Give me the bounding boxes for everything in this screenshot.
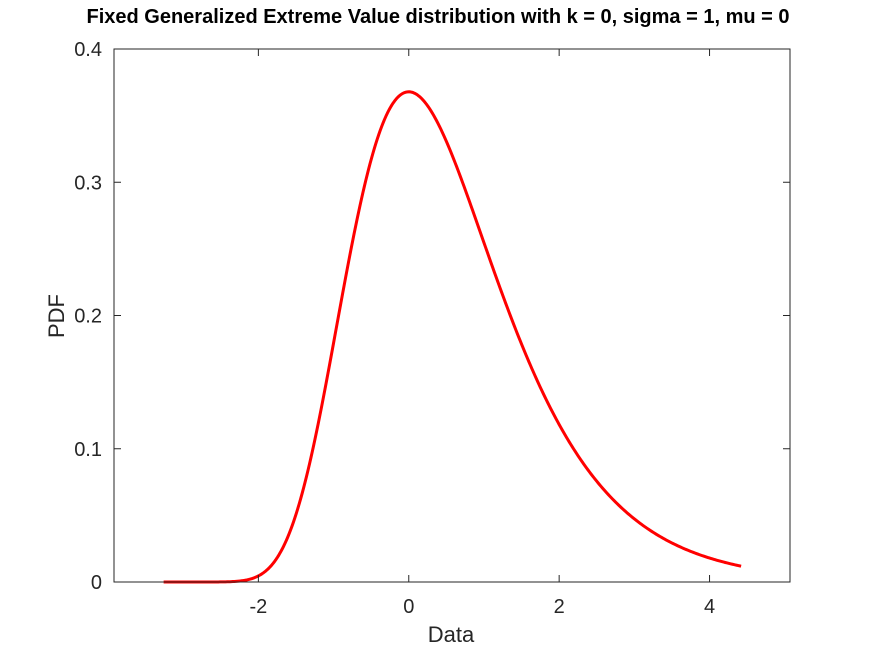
series-line-0: [163, 90, 742, 584]
x-tick-label: 0: [403, 596, 414, 618]
plot-area: [163, 90, 742, 584]
y-tick-label: 0.1: [74, 439, 102, 461]
chart-title: Fixed Generalized Extreme Value distribu…: [86, 6, 789, 28]
x-tick-label: -2: [249, 596, 267, 618]
y-tick-label: 0: [91, 572, 102, 594]
y-axis-label: PDF: [44, 294, 69, 338]
x-tick-label: 2: [554, 596, 565, 618]
y-tick-label: 0.4: [74, 39, 102, 61]
x-axis-label: Data: [428, 622, 475, 647]
y-tick-label: 0.3: [74, 172, 102, 194]
axes: -2 0 2 4 0 0.1 0.2 0.3 0.4: [74, 39, 791, 618]
y-tick-label: 0.2: [74, 306, 102, 328]
x-tick-label: 4: [704, 596, 715, 618]
